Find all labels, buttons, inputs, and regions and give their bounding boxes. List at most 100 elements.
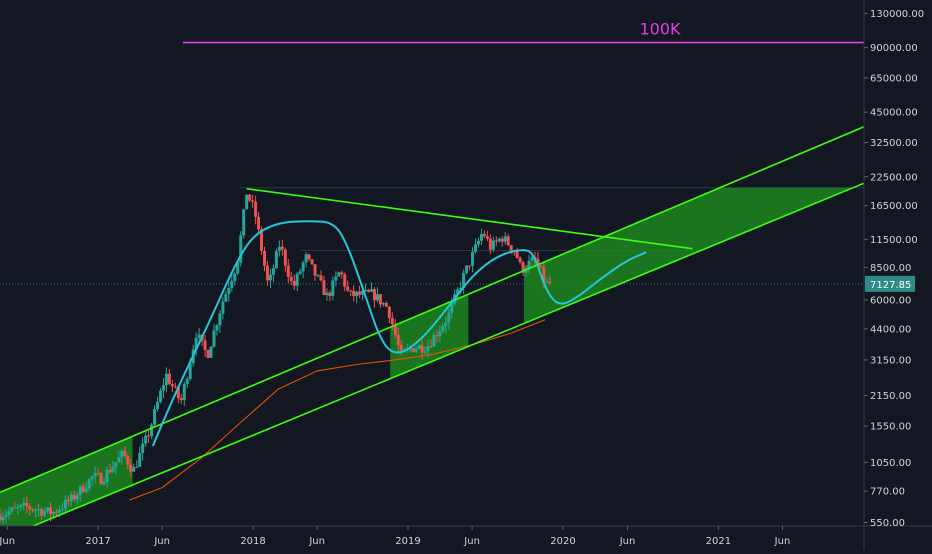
x-tick-label: Jun [308,536,325,547]
candle-2016-08-21 [40,509,44,516]
candle-2018-04-15 [295,273,299,286]
candle-2018-05-13 [307,254,311,260]
candle-2017-03-12 [126,455,130,465]
candle-2018-05-20 [310,259,314,265]
candle-2019-05-19 [465,265,469,273]
candle-2019-04-28 [456,289,460,295]
candle-2017-06-25 [170,384,174,387]
candle-2016-11-06 [72,494,76,500]
candle-2019-07-28 [494,240,498,242]
hundred-k-label: 100K [639,20,681,39]
candle-2017-08-06 [188,363,192,379]
candle-2017-12-03 [239,235,243,263]
x-tick-label: Jun [463,536,480,547]
candle-2018-04-01 [289,276,293,281]
candle-2017-01-29 [108,470,112,473]
candle-2019-11-24 [545,281,549,283]
projection-curve [151,220,647,447]
candle-2017-04-30 [147,435,151,437]
candle-2019-10-20 [530,257,534,261]
channel-fill-projection [523,187,863,324]
candle-2017-04-09 [138,452,142,467]
candle-2017-07-16 [179,398,183,401]
candle-2019-06-02 [471,251,475,266]
candle-2016-06-19 [13,507,17,509]
x-tick-label: Jun [619,536,636,547]
y-tick-label: 11500.00 [870,235,918,246]
candle-2016-05-22 [1,516,5,521]
candle-2016-07-17 [25,502,29,507]
candle-2016-12-11 [87,479,91,489]
candle-2017-12-31 [251,200,255,202]
x-tick-label: 2018 [240,536,265,547]
candle-2018-07-22 [337,272,341,277]
y-tick-label: 770.00 [870,487,905,498]
candles [0,193,552,525]
candle-2019-05-26 [468,265,472,267]
candle-2017-06-04 [161,385,165,391]
candle-2019-05-05 [459,287,463,290]
candle-2017-12-17 [245,194,249,210]
candle-2017-06-18 [167,373,171,385]
candle-2016-06-12 [10,507,14,512]
candle-2019-08-25 [506,236,510,246]
candle-2017-10-08 [215,325,219,331]
x-tick-label: Jun [774,536,791,547]
y-tick-label: 4400.00 [870,324,911,335]
candle-2018-06-24 [325,292,329,296]
candle-2017-03-26 [132,467,136,472]
candle-2016-06-05 [7,511,11,515]
candle-2018-03-04 [277,246,281,252]
candle-2017-07-09 [176,387,180,399]
candle-2019-03-17 [438,331,442,337]
candle-2017-01-22 [105,470,109,483]
trendlines [0,41,865,527]
candle-2017-02-12 [114,462,118,468]
candle-2019-06-30 [482,234,486,237]
candle-2016-08-14 [37,509,41,511]
candle-2017-11-26 [236,262,240,274]
candle-2018-10-21 [375,294,379,301]
candle-2016-10-02 [57,509,61,513]
candle-2019-01-27 [417,345,421,349]
candle-2018-02-11 [268,274,272,281]
candle-2018-02-25 [274,251,278,269]
y-tick-label: 6000.00 [870,295,911,306]
candle-2019-02-17 [426,346,430,352]
candle-2019-08-04 [497,238,501,242]
candle-2017-02-05 [111,467,115,473]
candle-2017-03-19 [129,464,133,472]
lower-channel-line [32,182,865,527]
candle-2018-09-23 [364,289,368,291]
candle-2017-05-21 [156,401,160,410]
candle-2016-10-09 [60,508,64,510]
candle-2018-07-29 [340,272,344,275]
x-tick-label: 2019 [395,536,420,547]
candle-2019-11-10 [539,265,543,268]
candle-2019-06-16 [476,240,480,245]
resistance-line [246,187,693,250]
candle-2019-06-09 [474,244,478,252]
x-tick-label: 2021 [706,536,731,547]
candle-2018-05-27 [313,264,317,276]
candle-2018-06-03 [316,275,320,277]
x-tick-label: 2017 [85,536,110,547]
candle-2018-12-02 [393,324,397,335]
candle-2017-04-02 [135,466,139,468]
candle-2018-11-25 [390,318,394,325]
candle-2017-02-26 [120,450,124,458]
candle-2019-09-01 [509,245,513,251]
candle-2016-11-20 [78,486,82,496]
candle-2019-07-07 [485,236,489,239]
candle-2019-09-29 [521,262,525,273]
candle-2019-03-10 [435,335,439,337]
candle-2018-11-04 [381,303,385,305]
x-tick-label: Jun [0,536,15,547]
candle-2016-09-18 [51,511,55,515]
candle-2018-06-17 [322,280,326,296]
y-tick-label: 32500.00 [870,138,918,149]
candle-2019-09-15 [515,250,519,258]
